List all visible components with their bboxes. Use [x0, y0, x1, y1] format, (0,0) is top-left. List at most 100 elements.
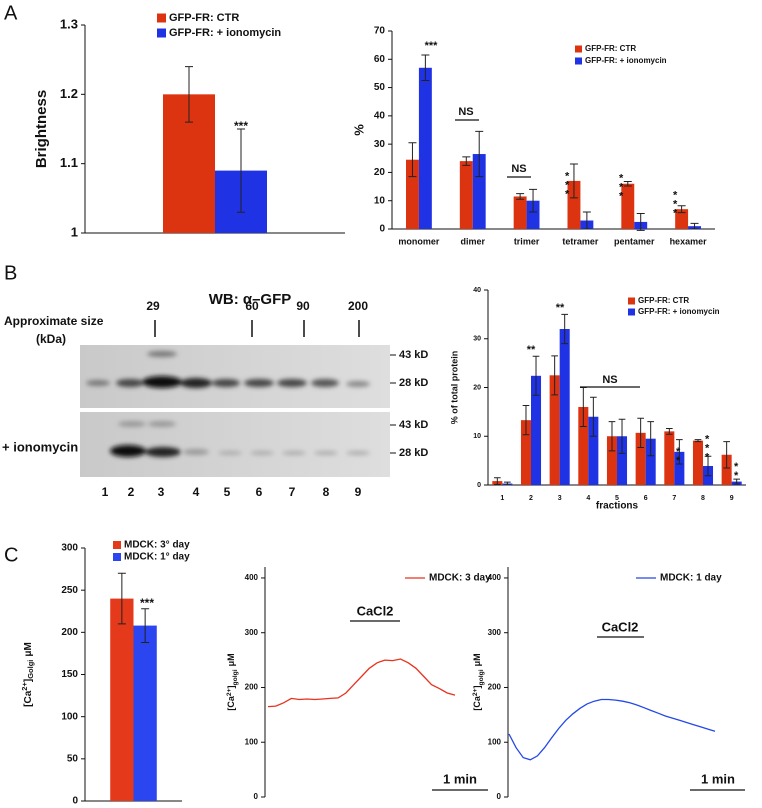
annotation: 1 min: [443, 771, 477, 786]
blot-title: WB: α–GFP: [209, 291, 292, 308]
y-axis-label-part: golgi: [232, 669, 239, 685]
annotation: ***: [140, 596, 154, 610]
error-bar: [569, 163, 578, 199]
annotation: ***: [234, 119, 248, 133]
y-tick-label: 60: [374, 54, 386, 65]
marker-label: 43 kD: [399, 349, 428, 361]
y-tick-label: 300: [245, 628, 259, 637]
bar: [531, 375, 542, 485]
size-value: 90: [296, 299, 310, 313]
legend-swatch: [575, 57, 582, 65]
y-axis-label: %: [351, 124, 366, 136]
x-axis-label: fractions: [596, 501, 639, 512]
y-axis-label-part: Golgi: [26, 660, 35, 679]
y-tick-label: 1.3: [60, 16, 78, 31]
legend-swatch: [628, 297, 635, 305]
y-tick-label: 30: [374, 139, 386, 150]
legend-label: MDCK: 1 day: [660, 573, 722, 584]
y-tick-label: 50: [67, 753, 79, 764]
size-label: Approximate size: [4, 314, 104, 328]
annotation: ***: [615, 173, 627, 200]
error-bar: [504, 481, 511, 486]
error-bar: [117, 572, 126, 625]
y-tick-label: 70: [374, 26, 386, 37]
x-tick-label: dimer: [460, 236, 485, 246]
error-bar: [590, 396, 597, 437]
bar: [674, 451, 685, 485]
bar: [621, 183, 635, 229]
size-ticks: [154, 320, 360, 337]
chart: 0 50 100 150 200 250 300 [Ca2+]Golgi μM MDCK: 3° …: [20, 540, 190, 807]
y-axis-label: Brightness: [33, 90, 50, 168]
chart: 0 10 20 30 40 50 60 70% monomer dimer trimer tetram…: [351, 26, 715, 246]
chart: 1 1.1 1.2 1.3 Brightness GFP-FR: CTR GFP-FR: +…: [33, 12, 345, 239]
y-tick-label: 0: [379, 224, 385, 235]
error-bar: [704, 455, 712, 477]
y-tick-label: 150: [61, 669, 78, 680]
y-tick-label: 10: [473, 433, 481, 440]
x-tick-label: 7: [672, 495, 676, 502]
y-tick-label: 40: [374, 110, 386, 121]
legend-label: GFP-FR: CTR: [638, 296, 689, 305]
marker-label: 43 kD: [399, 419, 428, 431]
y-axis-label-part: [Ca: [23, 690, 34, 707]
legend-swatch: [113, 541, 121, 549]
legend-label: MDCK: 3° day: [124, 540, 190, 551]
error-bar: [529, 188, 538, 213]
annotation: ***: [425, 40, 439, 52]
line: [508, 698, 716, 761]
bar: [526, 200, 540, 229]
y-axis-label-part: 2+: [20, 682, 29, 691]
y-axis-label-part: μM: [472, 653, 482, 666]
y-axis-label-part: μM: [226, 653, 236, 666]
lane-label: 2: [128, 485, 135, 499]
y-tick-label: 40: [473, 287, 481, 294]
y-tick-label: 0: [72, 796, 78, 807]
bar: [567, 180, 581, 229]
error-bar: [677, 205, 686, 214]
lane-label: 9: [355, 485, 362, 499]
legend-label: MDCK: 1° day: [124, 552, 190, 563]
y-tick-label: 30: [473, 336, 481, 343]
y-axis-label-part: [Ca: [472, 695, 482, 710]
y-tick-label: 1.1: [60, 155, 78, 170]
error-bar: [647, 421, 655, 457]
y-axis-label-part: ]: [23, 679, 34, 682]
legend-swatch: [157, 13, 166, 23]
panel-label: A: [4, 2, 18, 24]
annotation: **: [672, 446, 684, 464]
error-bar: [636, 212, 645, 231]
bar: [133, 625, 157, 801]
annotation: **: [730, 461, 742, 479]
error-bar: [618, 418, 626, 454]
annotation: CaCl2: [357, 603, 394, 618]
y-tick-label: 50: [374, 82, 386, 93]
blot-bands: [86, 351, 370, 457]
annotation: **: [556, 302, 565, 314]
y-axis-label-part: ]: [472, 685, 482, 688]
error-bar: [723, 441, 730, 469]
annotation: ***: [701, 434, 713, 461]
strip-label: + ionomycin: [2, 439, 78, 454]
error-bar: [237, 128, 245, 213]
y-tick-label: 20: [374, 167, 386, 178]
y-tick-label: 400: [488, 573, 502, 582]
y-axis-label-part: ]: [226, 685, 236, 688]
annotation: ***: [561, 171, 573, 198]
x-tick-label: 4: [586, 495, 590, 502]
annotation: NS: [511, 163, 526, 175]
y-tick-label: 1: [71, 224, 78, 239]
y-tick-label: 200: [245, 683, 259, 692]
bar: [418, 67, 432, 230]
y-tick-label: 0: [254, 792, 259, 801]
x-tick-label: pentamer: [614, 236, 655, 246]
y-axis-label-part: [Ca: [226, 695, 236, 710]
y-tick-label: 100: [245, 737, 259, 746]
error-bar: [582, 211, 591, 230]
x-tick-label: 5: [615, 495, 619, 502]
y-tick-label: 200: [61, 627, 78, 638]
bar: [513, 196, 527, 229]
error-bar: [141, 608, 150, 643]
error-bar: [690, 222, 699, 230]
x-tick-label: hexamer: [670, 236, 708, 246]
